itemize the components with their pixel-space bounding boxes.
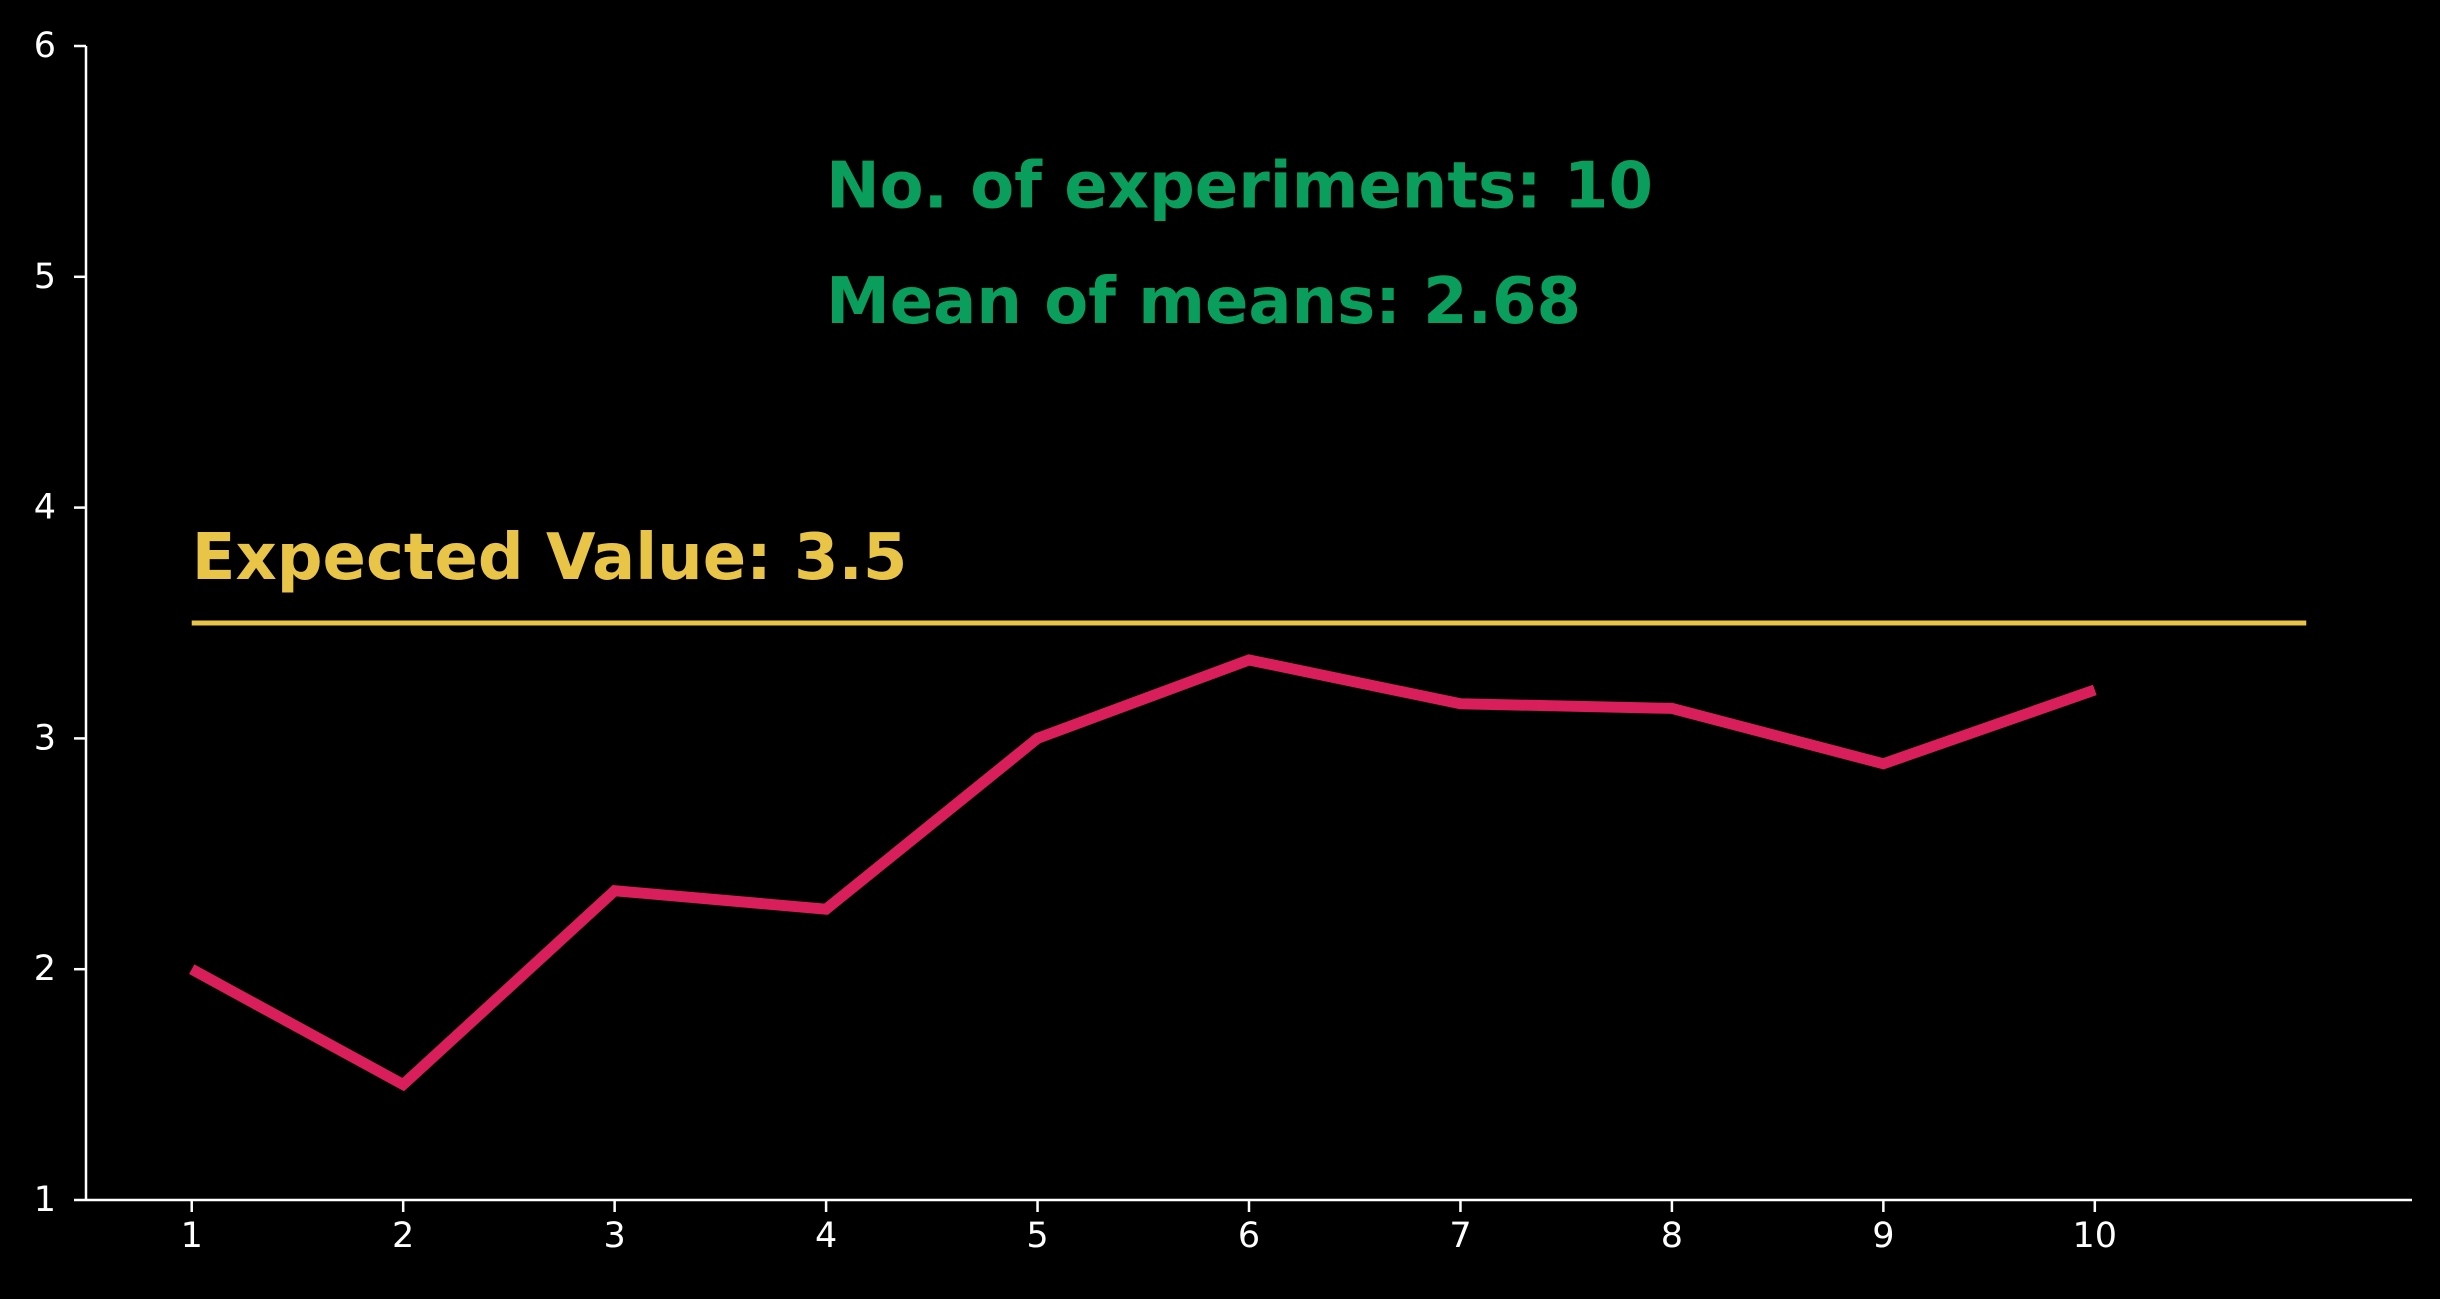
expected-value-label: Expected Value: 3.5 xyxy=(192,521,908,595)
y-ticks: 1 2 3 4 5 6 xyxy=(34,26,86,1220)
x-tick-label: 3 xyxy=(603,1216,625,1256)
x-tick-label: 5 xyxy=(1026,1216,1048,1256)
x-tick-label: 10 xyxy=(2073,1216,2118,1256)
annotations: No. of experiments: 10 Mean of means: 2.… xyxy=(826,150,1653,339)
reference-layer: Expected Value: 3.5 xyxy=(191,521,2307,626)
y-tick-label: 4 xyxy=(34,488,56,528)
x-ticks: 1 2 3 4 5 6 7 8 9 10 xyxy=(181,1200,2118,1256)
x-tick-label: 2 xyxy=(392,1216,414,1256)
series-line xyxy=(189,654,2097,1092)
x-tick-label: 4 xyxy=(815,1216,837,1256)
y-tick-label: 3 xyxy=(34,718,56,758)
x-tick-label: 9 xyxy=(1872,1216,1894,1256)
x-tick-label: 6 xyxy=(1238,1216,1260,1256)
x-tick-label: 1 xyxy=(181,1216,203,1256)
y-tick-label: 1 xyxy=(34,1180,56,1220)
y-tick-label: 5 xyxy=(34,257,56,297)
x-tick-label: 8 xyxy=(1661,1216,1683,1256)
experiments-count-annotation: No. of experiments: 10 xyxy=(826,150,1653,224)
series xyxy=(189,654,2097,1092)
y-tick-label: 6 xyxy=(34,26,56,66)
y-tick-label: 2 xyxy=(34,949,56,989)
mean-of-means-annotation: Mean of means: 2.68 xyxy=(826,265,1581,339)
x-tick-label: 7 xyxy=(1449,1216,1471,1256)
